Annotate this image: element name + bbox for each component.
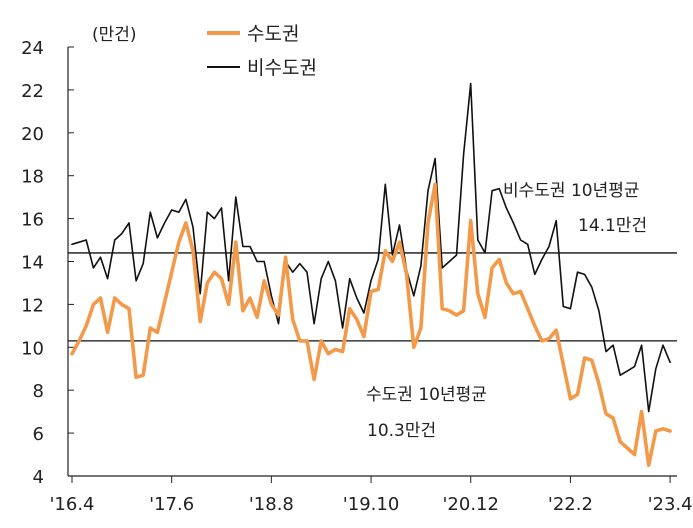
y-tick-label: 20 bbox=[21, 124, 44, 145]
x-tick-label: '18.8 bbox=[249, 494, 294, 515]
legend-label-sudo: 수도권 bbox=[247, 23, 299, 45]
annotation-bisudo-value: 14.1만건 bbox=[578, 216, 647, 236]
x-tick-label: '23.4 bbox=[648, 494, 693, 515]
series-line-sudo bbox=[70, 182, 672, 468]
y-tick-label: 10 bbox=[21, 338, 44, 359]
annotation-sudo: 수도권 10년평균 10.3만건 bbox=[366, 385, 487, 441]
annotation-sudo-value: 10.3만건 bbox=[367, 421, 436, 441]
y-tick-label: 12 bbox=[21, 295, 44, 316]
legend: 수도권 비수도권 bbox=[207, 23, 317, 79]
y-unit-label: (만건) bbox=[92, 25, 137, 45]
axes bbox=[67, 47, 677, 477]
y-tick-label: 8 bbox=[33, 381, 44, 402]
y-tick-label: 14 bbox=[21, 253, 44, 274]
series-line-bisudo bbox=[71, 82, 671, 413]
y-tick-label: 24 bbox=[21, 38, 44, 59]
x-tick-label: '16.4 bbox=[49, 494, 94, 515]
average-lines bbox=[68, 252, 677, 342]
legend-label-bisudo: 비수도권 bbox=[247, 57, 317, 79]
y-tick-label: 6 bbox=[33, 424, 44, 445]
series-lines bbox=[70, 82, 672, 468]
y-tick-label: 22 bbox=[21, 81, 44, 102]
y-tick-label: 4 bbox=[33, 467, 44, 488]
x-tick-label: '22.2 bbox=[548, 494, 593, 515]
y-tick-label: 16 bbox=[21, 210, 44, 231]
annotation-bisudo-title: 비수도권 10년평균 bbox=[503, 181, 640, 201]
x-tick-label: '20.12 bbox=[442, 494, 498, 515]
y-axis-ticks: 4 6 8 10 12 14 16 18 20 22 24 bbox=[21, 38, 74, 488]
x-axis-ticks: '16.4 '17.6 '18.8 '19.10 '20.12 '22.2 '23.4 bbox=[49, 476, 693, 515]
x-tick-label: '17.6 bbox=[149, 494, 194, 515]
y-tick-label: 18 bbox=[21, 167, 44, 188]
x-tick-label: '19.10 bbox=[343, 494, 399, 515]
annotation-bisudo: 비수도권 10년평균 14.1만건 bbox=[503, 181, 647, 236]
annotation-sudo-title: 수도권 10년평균 bbox=[366, 385, 487, 405]
